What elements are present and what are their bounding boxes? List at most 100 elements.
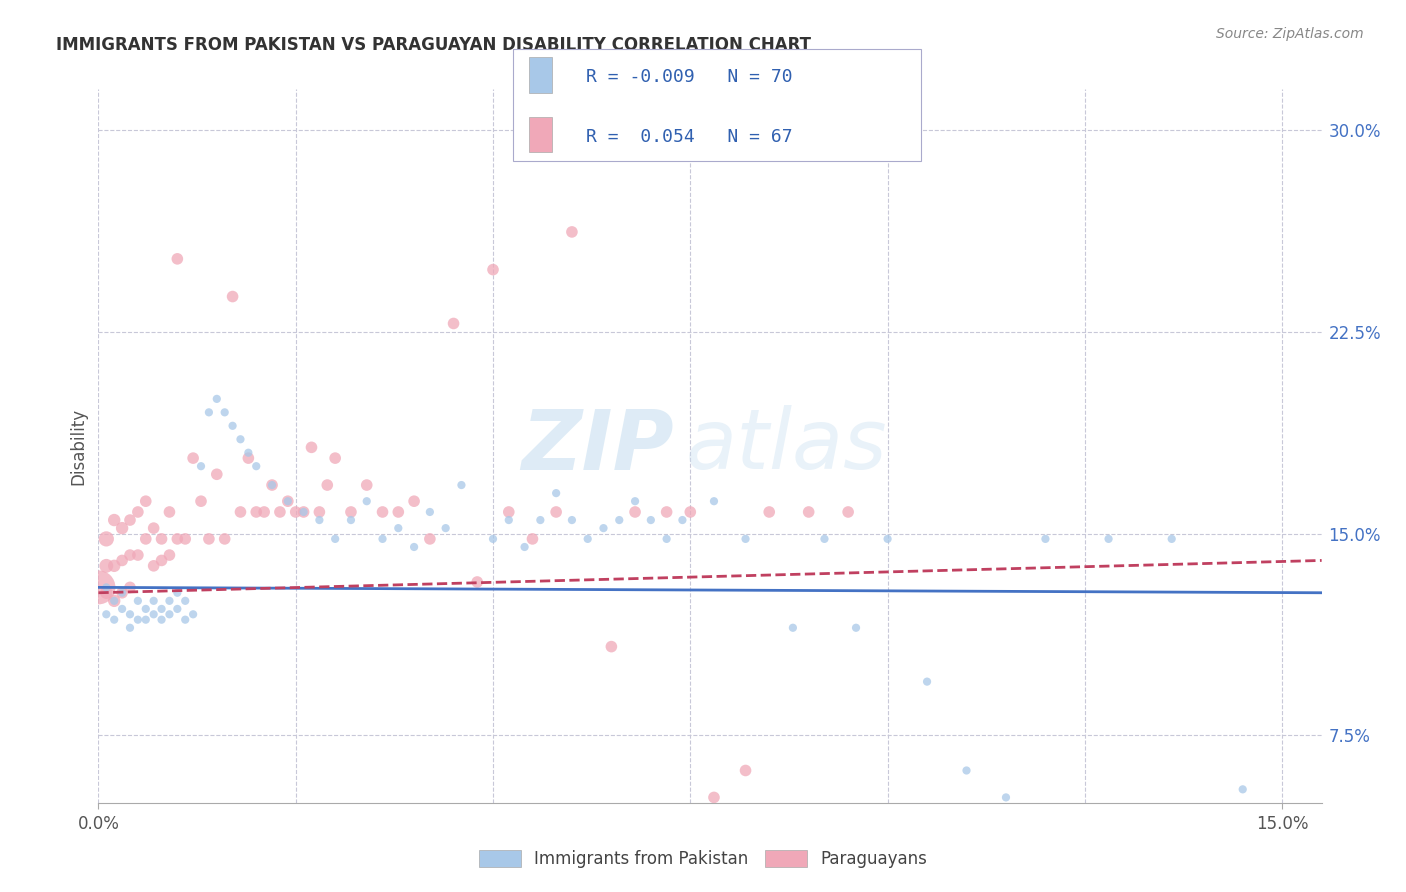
- Point: [607, 513, 630, 527]
- Point: [150, 553, 173, 567]
- Point: [703, 494, 725, 508]
- Point: [404, 540, 426, 554]
- Point: [118, 621, 141, 635]
- Point: [96, 607, 118, 622]
- Point: [1097, 532, 1119, 546]
- Point: [734, 532, 756, 546]
- Point: [142, 594, 165, 608]
- Point: [181, 451, 204, 466]
- Point: [127, 505, 149, 519]
- Point: [111, 553, 134, 567]
- Point: [238, 446, 260, 460]
- Point: [465, 574, 488, 589]
- Point: [845, 621, 868, 635]
- Point: [419, 505, 441, 519]
- Point: [576, 532, 599, 546]
- Point: [269, 505, 291, 519]
- Point: [159, 548, 181, 562]
- Point: [135, 602, 157, 616]
- Point: [174, 613, 197, 627]
- Text: IMMIGRANTS FROM PAKISTAN VS PARAGUAYAN DISABILITY CORRELATION CHART: IMMIGRANTS FROM PAKISTAN VS PARAGUAYAN D…: [56, 36, 811, 54]
- Point: [135, 613, 157, 627]
- Text: R =  0.054   N = 67: R = 0.054 N = 67: [586, 128, 793, 145]
- Point: [111, 521, 134, 535]
- Point: [308, 513, 330, 527]
- Point: [103, 594, 125, 608]
- Point: [118, 513, 141, 527]
- Point: [166, 586, 188, 600]
- Text: atlas: atlas: [686, 406, 887, 486]
- Point: [522, 532, 544, 546]
- Point: [308, 505, 330, 519]
- Point: [159, 607, 181, 622]
- Point: [284, 505, 307, 519]
- Point: [837, 505, 859, 519]
- Text: ZIP: ZIP: [520, 406, 673, 486]
- Point: [142, 521, 165, 535]
- Point: [1232, 782, 1254, 797]
- Point: [260, 478, 283, 492]
- Point: [181, 607, 204, 622]
- Point: [260, 478, 283, 492]
- Point: [103, 513, 125, 527]
- Point: [103, 613, 125, 627]
- Point: [166, 532, 188, 546]
- Point: [498, 513, 520, 527]
- Point: [482, 532, 505, 546]
- Point: [245, 505, 267, 519]
- Point: [127, 548, 149, 562]
- Point: [214, 405, 236, 419]
- Point: [277, 494, 299, 508]
- Point: [356, 494, 378, 508]
- Point: [450, 478, 472, 492]
- Point: [443, 317, 465, 331]
- Point: [340, 505, 363, 519]
- Point: [253, 505, 276, 519]
- Point: [135, 494, 157, 508]
- Point: [546, 505, 568, 519]
- Point: [96, 580, 118, 594]
- Point: [703, 790, 725, 805]
- Point: [221, 289, 243, 303]
- Point: [135, 532, 157, 546]
- Point: [111, 602, 134, 616]
- Point: [419, 532, 441, 546]
- Point: [166, 602, 188, 616]
- Point: [118, 548, 141, 562]
- Point: [813, 532, 835, 546]
- Point: [96, 558, 118, 573]
- Point: [387, 521, 409, 535]
- Point: [103, 594, 125, 608]
- Point: [103, 558, 125, 573]
- Point: [758, 505, 780, 519]
- Point: [96, 532, 118, 546]
- Point: [655, 532, 678, 546]
- Point: [640, 513, 662, 527]
- Point: [205, 392, 228, 406]
- Text: R = -0.009   N = 70: R = -0.009 N = 70: [586, 68, 793, 86]
- Point: [994, 790, 1017, 805]
- Point: [301, 441, 323, 455]
- Point: [221, 418, 243, 433]
- Point: [624, 494, 647, 508]
- Point: [356, 478, 378, 492]
- Point: [118, 580, 141, 594]
- Point: [166, 252, 188, 266]
- Point: [734, 764, 756, 778]
- Point: [387, 505, 409, 519]
- Point: [292, 505, 315, 519]
- Point: [127, 613, 149, 627]
- Text: Source: ZipAtlas.com: Source: ZipAtlas.com: [1216, 27, 1364, 41]
- Point: [434, 521, 457, 535]
- Point: [316, 478, 339, 492]
- Point: [782, 621, 804, 635]
- Point: [955, 764, 977, 778]
- Point: [876, 532, 898, 546]
- Point: [404, 494, 426, 508]
- Point: [498, 505, 520, 519]
- Point: [214, 532, 236, 546]
- Point: [513, 540, 536, 554]
- Point: [142, 558, 165, 573]
- Point: [190, 494, 212, 508]
- Point: [205, 467, 228, 482]
